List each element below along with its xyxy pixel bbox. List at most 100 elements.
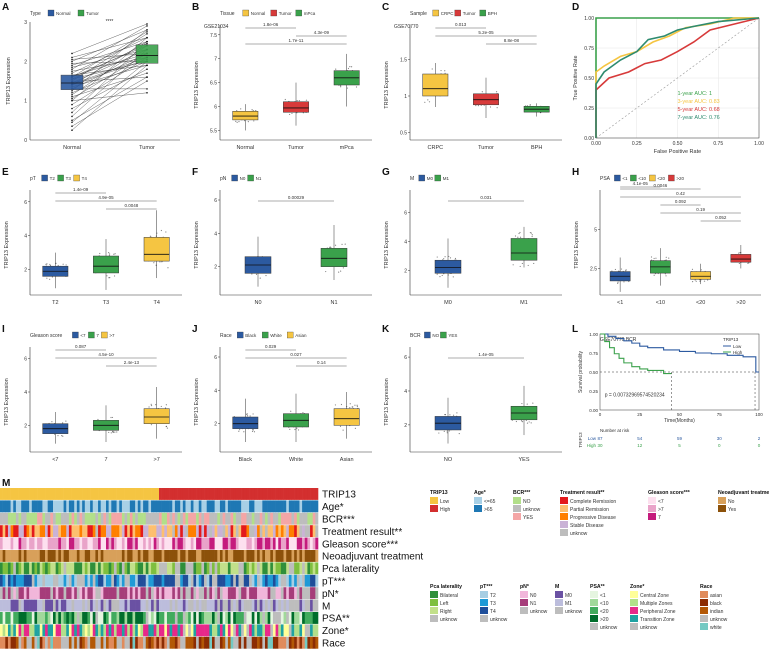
x-tick-label: 0.25 xyxy=(632,141,642,147)
heatmap-cell xyxy=(238,587,242,600)
heatmap-cell xyxy=(143,500,147,513)
heatmap-cell xyxy=(219,525,223,538)
heatmap-cell xyxy=(68,562,72,575)
heatmap-cell xyxy=(299,599,303,612)
heatmap-cell xyxy=(95,562,99,575)
y-tick-label: 0.50 xyxy=(584,76,594,82)
heatmap-cell xyxy=(225,500,229,513)
heatmap-cell xyxy=(296,550,300,562)
heatmap-cell xyxy=(235,512,239,525)
heatmap-cell xyxy=(50,599,54,612)
heatmap-cell xyxy=(235,574,239,587)
heatmap-cell xyxy=(161,488,165,500)
heatmap-cell xyxy=(84,537,88,550)
heatmap-cell xyxy=(137,488,141,500)
heatmap-cell xyxy=(209,624,213,637)
heatmap-cell xyxy=(251,612,255,624)
heatmap-cell xyxy=(53,574,56,587)
heatmap-cell xyxy=(291,550,295,562)
heatmap-cell xyxy=(172,612,176,624)
heatmap-cell xyxy=(310,612,313,624)
legend-label: Tumor xyxy=(463,11,476,16)
heatmap-cell xyxy=(53,624,56,637)
heatmap-cell xyxy=(272,612,276,624)
heatmap-cell xyxy=(68,612,72,624)
pair-line xyxy=(71,41,148,66)
heatmap-cell xyxy=(177,550,181,562)
data-point xyxy=(146,36,148,39)
heatmap-cell xyxy=(257,488,260,500)
heatmap-cell xyxy=(198,574,202,587)
heatmap-cell xyxy=(111,636,115,649)
data-point xyxy=(259,277,261,279)
heatmap-cell xyxy=(23,612,27,624)
heatmap-cell xyxy=(288,612,292,624)
box xyxy=(143,408,170,424)
pvalue-label: 4.1e-05 xyxy=(633,181,649,186)
heatmap-cell xyxy=(50,636,54,649)
heatmap-cell xyxy=(121,500,125,513)
heatmap-cell xyxy=(225,525,229,538)
data-point xyxy=(165,231,167,233)
heatmap-cell xyxy=(246,500,250,513)
x-tick-label: 0.00 xyxy=(591,141,601,147)
data-point xyxy=(71,129,73,131)
heatmap-cell xyxy=(42,624,46,637)
heatmap-cell xyxy=(140,587,144,600)
heatmap-cell xyxy=(304,512,308,525)
legend-label: High xyxy=(440,507,451,513)
heatmap-cell xyxy=(87,636,91,649)
legend-label: BPH xyxy=(488,11,497,16)
heatmap-cell xyxy=(280,574,284,587)
heatmap-cell xyxy=(37,550,41,562)
heatmap-cell xyxy=(18,500,22,513)
data-point xyxy=(424,101,426,103)
legend-title: pN* xyxy=(520,584,530,590)
heatmap-cell xyxy=(227,636,231,649)
y-tick-label: 4 xyxy=(214,388,217,394)
heatmap-cell xyxy=(270,574,274,587)
heatmap-cell xyxy=(15,587,19,600)
legend-label: Complete Remission xyxy=(570,499,616,505)
legend-swatch xyxy=(630,623,638,630)
heatmap-cell xyxy=(71,537,75,550)
legend-title: Pca laterality xyxy=(430,584,462,590)
heatmap-cell xyxy=(60,537,64,550)
data-point xyxy=(477,105,480,107)
y-tick-label: 6 xyxy=(404,355,407,361)
heatmap-cell xyxy=(13,550,17,562)
heatmap-cell xyxy=(0,500,3,513)
heatmap-cell xyxy=(58,636,62,649)
heatmap-cell xyxy=(31,525,35,538)
heatmap-cell xyxy=(217,599,221,612)
x-tick-label: BPH xyxy=(531,145,542,151)
heatmap-cell xyxy=(164,500,168,513)
heatmap-cell xyxy=(307,512,311,525)
heatmap-cell xyxy=(204,599,207,612)
heatmap-cell xyxy=(98,537,101,550)
panel-j: J Race Black White Asian 2 4 6 TRIP13 Expression… xyxy=(190,322,380,472)
risk-table-ylabel: TRIP13 xyxy=(578,432,583,448)
heatmap-cell xyxy=(31,612,35,624)
heatmap-cell xyxy=(13,537,17,550)
legend-label: M0 xyxy=(565,593,572,599)
heatmap-cell xyxy=(283,636,287,649)
heatmap-cell xyxy=(278,624,282,637)
heatmap-cell xyxy=(185,500,189,513)
heatmap-cell xyxy=(103,599,107,612)
data-point xyxy=(518,232,520,235)
heatmap-cell xyxy=(47,612,51,624)
heatmap-cell xyxy=(71,500,75,513)
legend-swatch xyxy=(700,615,708,622)
data-point xyxy=(108,252,110,254)
heatmap-cell xyxy=(201,512,205,525)
heatmap-cell xyxy=(188,537,192,550)
heatmap-cell xyxy=(13,500,17,513)
heatmap-cell xyxy=(196,512,200,525)
heatmap-cell xyxy=(2,574,6,587)
heatmap-cell xyxy=(90,537,94,550)
heatmap-cell xyxy=(238,550,242,562)
heatmap-cell xyxy=(143,574,147,587)
heatmap-cell xyxy=(214,500,218,513)
